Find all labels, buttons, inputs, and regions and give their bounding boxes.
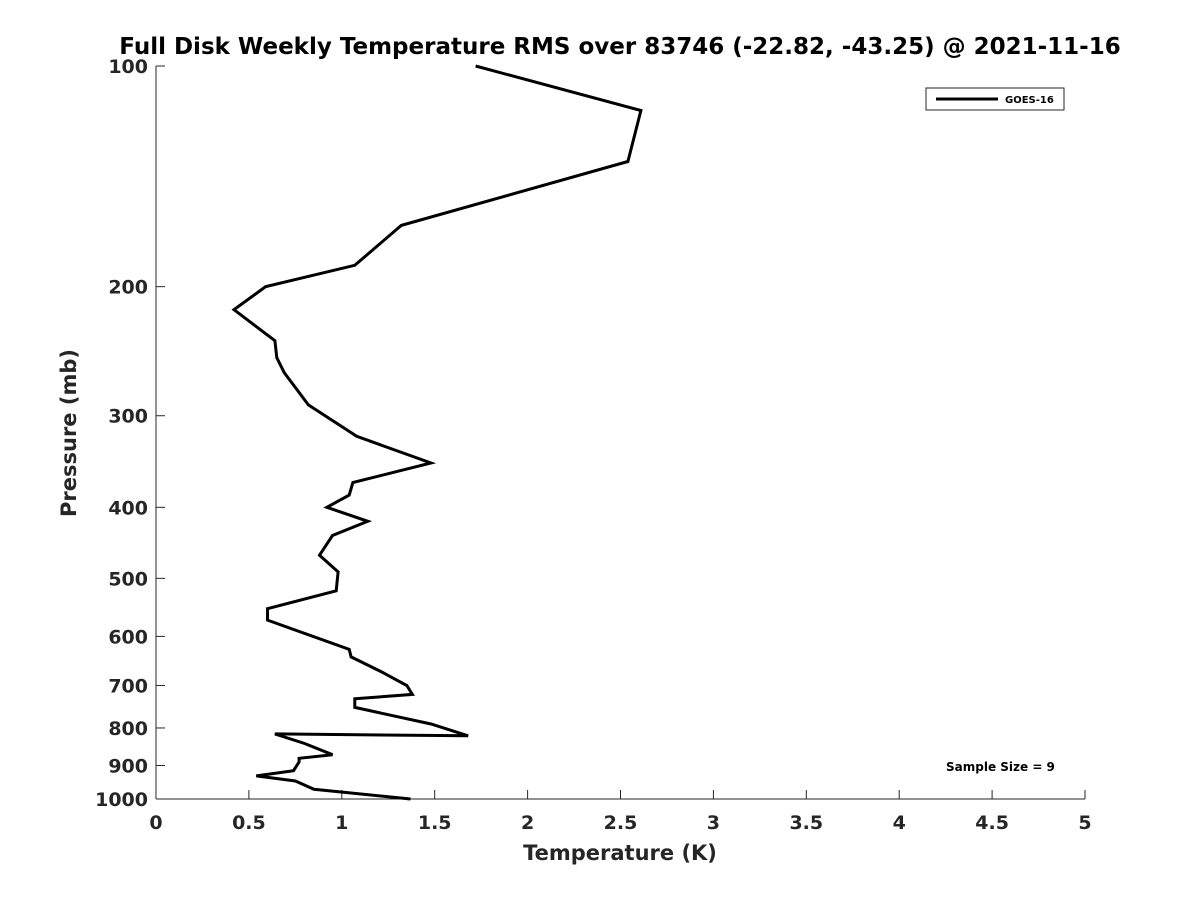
x-tick-label: 4.5	[975, 812, 1009, 834]
x-tick-label: 3	[707, 812, 720, 834]
series-layer	[231, 64, 643, 801]
y-tick-label: 900	[108, 755, 148, 777]
y-tick-label: 600	[108, 626, 148, 648]
x-tick-label: 1.5	[418, 812, 452, 834]
legend-label-goes-16: GOES-16	[1005, 95, 1054, 106]
x-tick-label: 0	[149, 812, 162, 834]
chart-title: Full Disk Weekly Temperature RMS over 83…	[119, 34, 1121, 60]
x-tick-label: 2	[521, 812, 534, 834]
x-axis-ticks: 0 0.5 1 1.5 2 2.5 3 3.5 4 4.5 5	[149, 790, 1092, 834]
series-line-goes-16	[231, 64, 643, 801]
y-tick-label: 700	[108, 675, 148, 697]
y-tick-label: 1000	[95, 789, 148, 811]
legend: GOES-16	[925, 87, 1065, 111]
y-tick-label: 400	[108, 497, 148, 519]
x-tick-label: 5	[1078, 812, 1091, 834]
sample-size-annotation: Sample Size = 9	[946, 760, 1055, 774]
y-tick-label: 800	[108, 718, 148, 740]
y-tick-label: 200	[108, 277, 148, 299]
y-tick-label: 300	[108, 406, 148, 428]
x-tick-label: 0.5	[232, 812, 266, 834]
y-tick-label: 100	[108, 56, 148, 78]
x-tick-label: 2.5	[604, 812, 638, 834]
plot-axes	[155, 66, 1085, 800]
y-axis-ticks: 100 200 300 400 500 600 700 800 900 1000	[95, 56, 165, 811]
y-axis-label: Pressure (mb)	[57, 349, 81, 517]
y-tick-label: 500	[108, 568, 148, 590]
x-tick-label: 4	[893, 812, 906, 834]
x-axis-label: Temperature (K)	[523, 841, 717, 865]
x-tick-label: 3.5	[789, 812, 823, 834]
x-tick-label: 1	[335, 812, 348, 834]
